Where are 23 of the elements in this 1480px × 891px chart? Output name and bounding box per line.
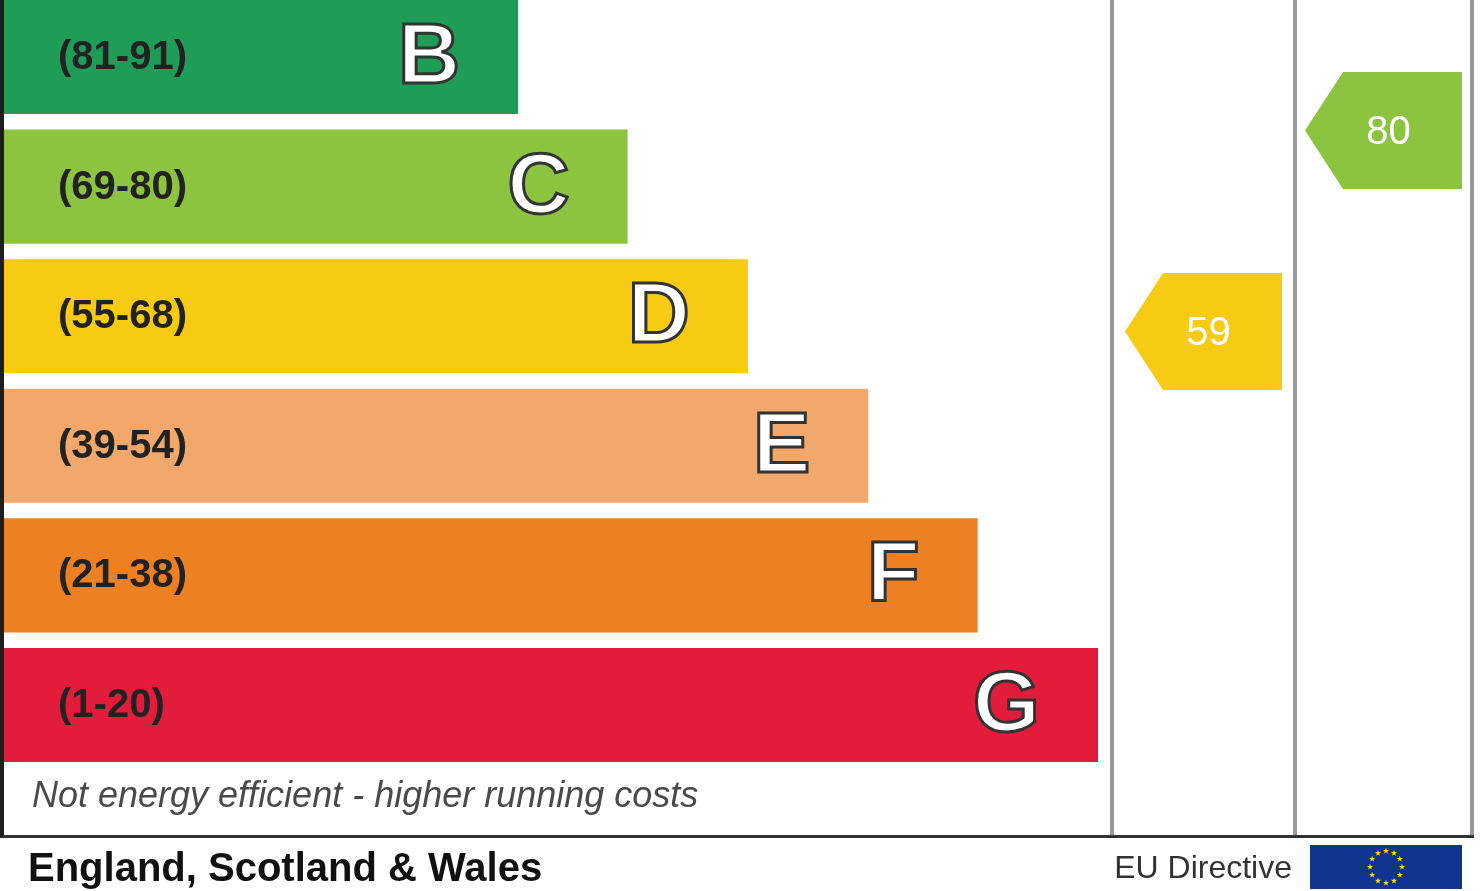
y-tick-label: D: [627, 264, 690, 361]
text: England, Scotland & Wales: [28, 845, 543, 889]
bar: [4, 0, 519, 115]
y-tick-label: C: [507, 134, 570, 231]
y-tick-label: B: [398, 5, 461, 102]
annotation: (21-38): [58, 551, 187, 596]
annotation: (39-54): [58, 421, 187, 466]
bar: [4, 129, 628, 244]
y-tick-label: F: [867, 523, 920, 620]
annotation: (69-80): [58, 162, 187, 207]
text: 59: [1185, 308, 1232, 355]
y-tick-label: G: [973, 652, 1040, 749]
annotation: (1-20): [58, 680, 165, 725]
text: 80: [1365, 107, 1412, 154]
bar: [4, 647, 1098, 762]
bar: [4, 259, 748, 374]
bar: [4, 388, 869, 503]
annotation: (81-91): [58, 33, 187, 78]
annotation: Not energy efficient - higher running costs: [32, 774, 699, 815]
text: EU Directive: [1114, 849, 1292, 885]
annotation: (55-68): [58, 292, 187, 337]
y-tick-label: E: [752, 393, 811, 490]
bar: [4, 518, 978, 633]
